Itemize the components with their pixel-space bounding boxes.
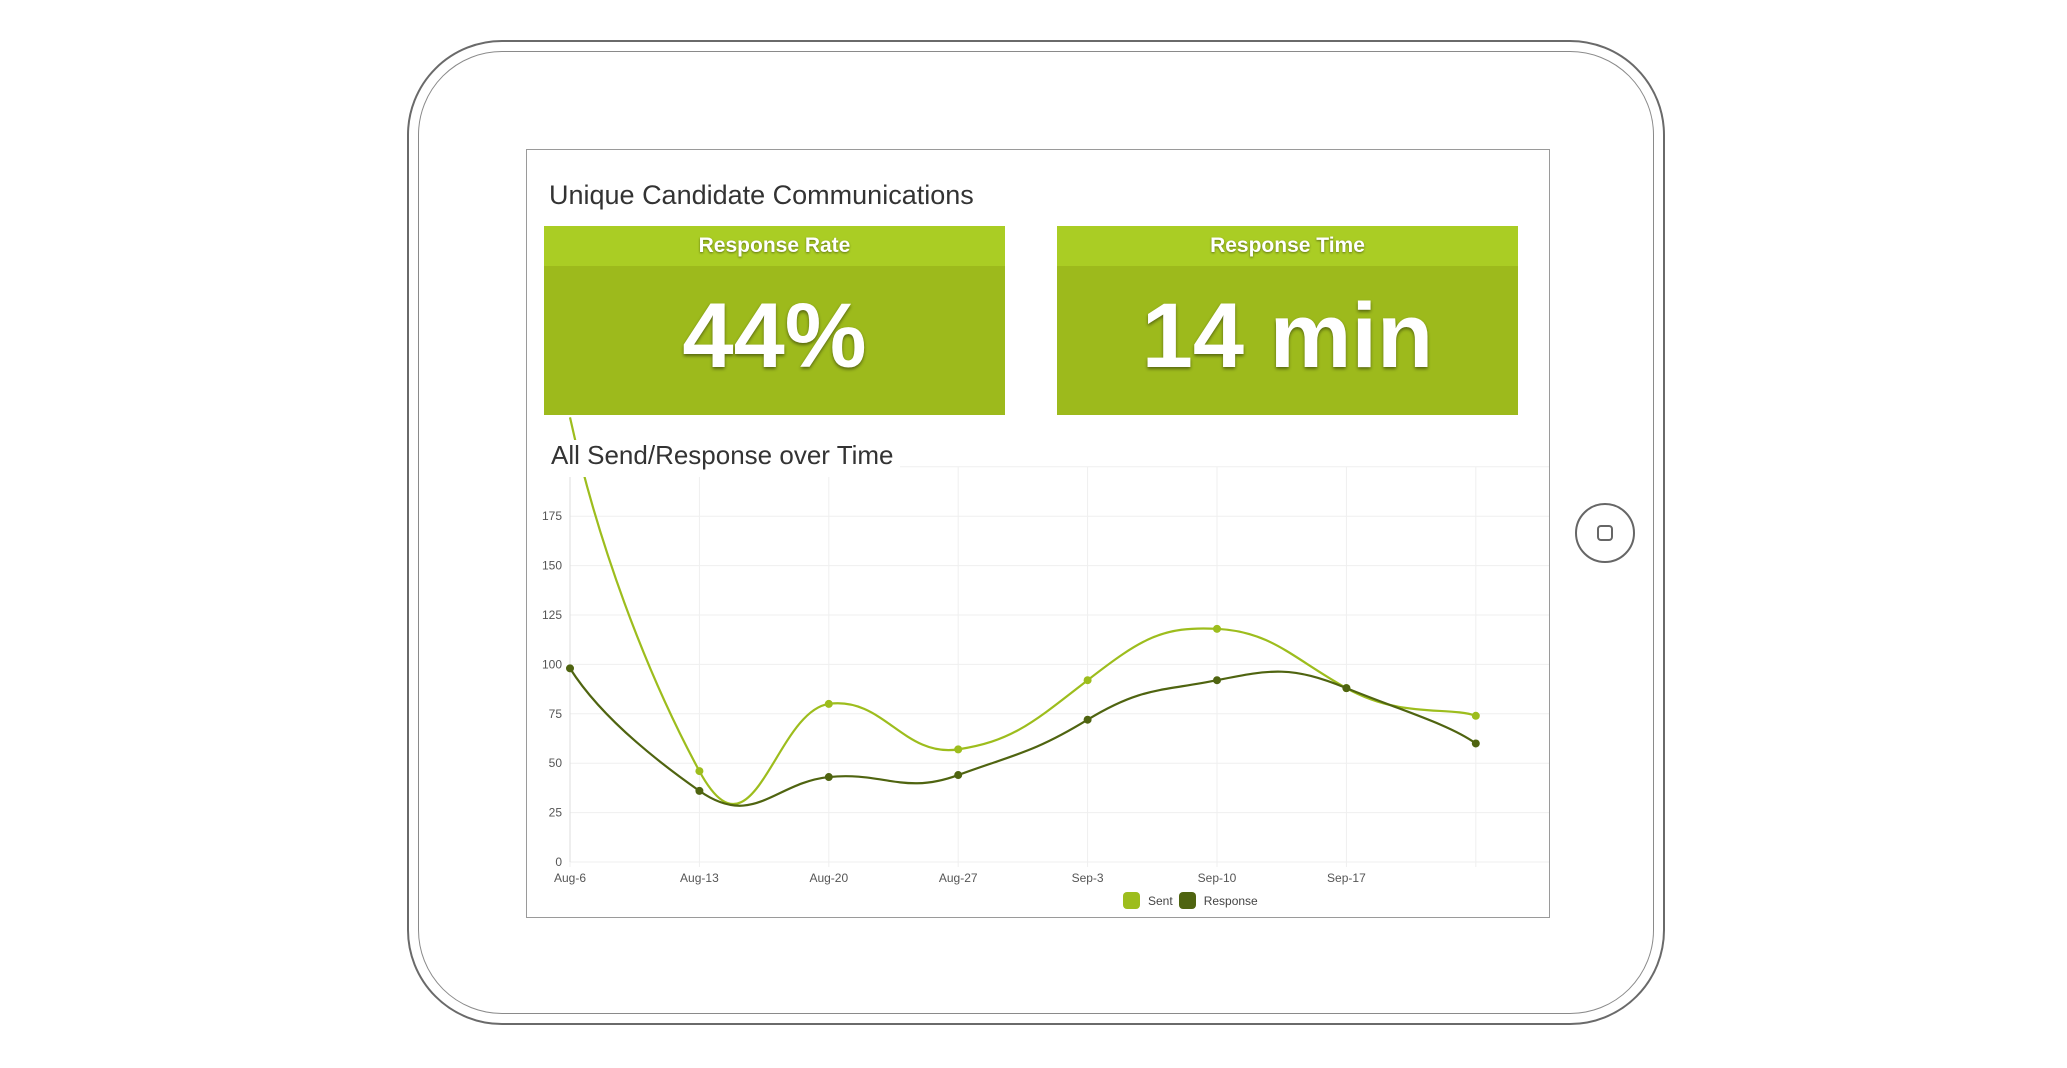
x-tick-label: Aug-20 — [809, 871, 848, 885]
y-tick-label: 0 — [555, 855, 562, 869]
y-tick-label: 100 — [542, 657, 562, 671]
x-tick-label: Aug-13 — [680, 871, 719, 885]
data-point-response — [566, 664, 574, 673]
data-point-response — [695, 786, 704, 795]
legend-label-response: Response — [1203, 893, 1258, 908]
tablet-frame — [407, 40, 1665, 1025]
card-label: Response Time — [1057, 226, 1518, 266]
data-point-sent — [824, 699, 833, 708]
card-value: 44% — [682, 285, 867, 387]
legend-swatch-response — [1178, 892, 1196, 909]
data-point-sent — [1471, 711, 1480, 720]
response-time-card: Response Time 14 min — [1057, 226, 1518, 415]
card-value: 14 min — [1141, 285, 1434, 387]
y-tick-label: 175 — [542, 509, 562, 523]
home-icon — [1597, 525, 1613, 541]
page-title: Unique Candidate Communications — [549, 180, 974, 210]
y-tick-label: 150 — [542, 559, 562, 573]
data-point-sent — [1083, 676, 1092, 685]
response-rate-card: Response Rate 44% — [544, 226, 1005, 415]
home-button[interactable] — [1575, 503, 1635, 563]
data-point-sent — [695, 767, 704, 776]
y-tick-label: 75 — [549, 707, 563, 721]
x-tick-label: Aug-27 — [939, 871, 978, 885]
data-point-response — [1083, 715, 1092, 724]
data-point-response — [954, 771, 963, 780]
y-tick-label: 25 — [549, 806, 563, 820]
dashboard-screen: Unique Candidate Communications Response… — [526, 149, 1550, 918]
data-point-response — [1213, 676, 1221, 685]
legend-swatch-sent — [1123, 892, 1140, 909]
x-tick-label: Aug-6 — [554, 871, 586, 885]
tablet-bezel — [418, 51, 1654, 1014]
data-point-response — [824, 773, 833, 782]
x-tick-label: Sep-10 — [1198, 871, 1237, 885]
legend-label-sent: Sent — [1148, 893, 1173, 908]
data-point-sent — [954, 745, 963, 754]
x-tick-label: Sep-17 — [1327, 871, 1366, 885]
data-point-sent — [1213, 624, 1221, 633]
chart-legend: Sent Response — [1117, 892, 1258, 909]
chart-title: All Send/Response over Time — [549, 440, 900, 477]
series-line-response — [569, 667, 1477, 807]
data-point-response — [1342, 684, 1351, 693]
y-tick-label: 50 — [549, 756, 563, 770]
card-label: Response Rate — [544, 226, 1005, 266]
line-chart: 0 25 50 75 100 125 150 175 Aug-6 Aug-13 Aug-20 Aug-… — [542, 417, 1549, 885]
y-tick-label: 125 — [542, 608, 562, 622]
data-point-response — [1471, 739, 1480, 748]
x-tick-label: Sep-3 — [1072, 871, 1104, 885]
